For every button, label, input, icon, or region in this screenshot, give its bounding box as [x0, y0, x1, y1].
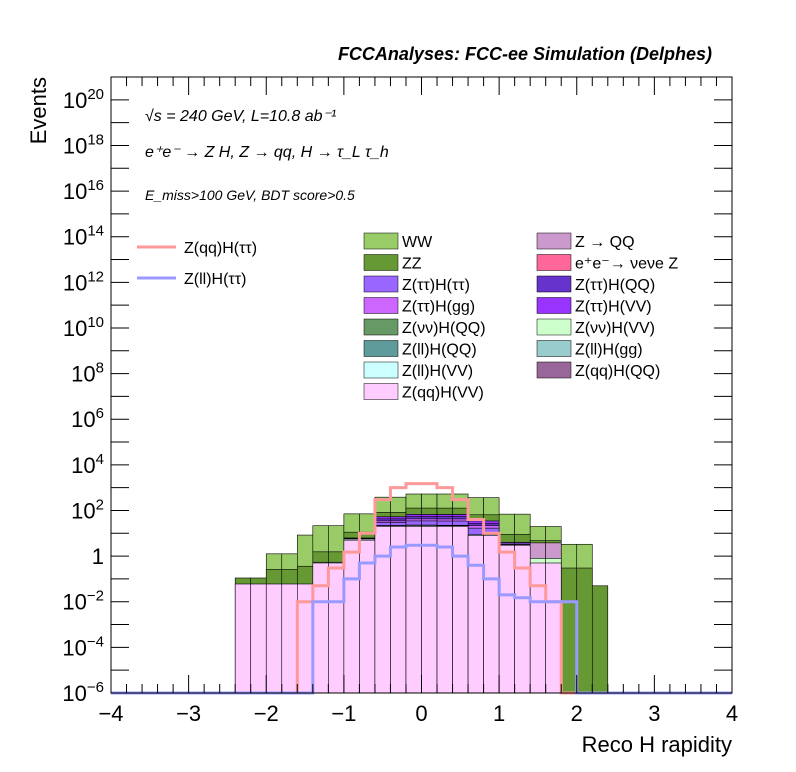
bar — [250, 583, 267, 694]
legend-label: Z(ll)H(gg) — [575, 342, 643, 359]
legend-label: Z(ττ)H(QQ) — [575, 277, 655, 294]
bar — [498, 544, 515, 694]
legend-label: Z(ττ)H(gg) — [402, 299, 475, 316]
legend-swatch — [536, 275, 572, 293]
y-tick-label: 1010 — [63, 314, 104, 341]
y-tick-label: 1014 — [63, 223, 104, 250]
y-tick-label: 104 — [71, 451, 104, 478]
legend-label: Z(qq)H(VV) — [402, 385, 484, 402]
bar — [436, 526, 453, 694]
bar — [328, 562, 345, 694]
y-axis-label: Events — [26, 77, 51, 144]
legend-swatch — [536, 254, 572, 271]
chart-title: FCCAnalyses: FCC-ee Simulation (Delphes) — [338, 44, 712, 64]
y-tick-label: 10−6 — [62, 679, 104, 706]
x-axis: −4 −3 −2 −1 0 1 2 3 4 — [98, 77, 738, 726]
annotation-process: e⁺e⁻ → Z H, Z → qq, H → τ_L τ_h — [145, 144, 389, 161]
legend-label: Z(ll)H(QQ) — [402, 342, 477, 359]
annotation-energy: √s = 240 GeV, L=10.8 ab⁻¹ — [145, 108, 336, 125]
bar — [312, 562, 329, 694]
y-tick-label: 1012 — [63, 268, 104, 295]
x-tick-label: −1 — [331, 701, 356, 726]
legend-label: Z(qq)H(ττ) — [184, 240, 257, 257]
bar — [483, 535, 500, 694]
legend-swatch — [536, 297, 572, 314]
bar — [576, 567, 593, 694]
x-axis-label: Reco H rapidity — [582, 732, 732, 757]
bar — [545, 562, 562, 694]
legend-label: Z(ll)H(ττ) — [184, 271, 246, 288]
x-tick-label: 0 — [415, 701, 427, 726]
bar — [467, 535, 484, 694]
y-tick-label: 1016 — [63, 177, 104, 204]
legend-swatch — [536, 318, 572, 336]
legend: Z(qq)H(ττ) Z(ll)H(ττ) WW ZZ Z(ττ)H(ττ) Z(ττ)H… — [137, 232, 678, 402]
bar — [281, 583, 298, 694]
legend-swatch — [536, 361, 572, 379]
x-tick-label: 2 — [571, 701, 583, 726]
legend-label: Z(ττ)H(ττ) — [402, 277, 470, 294]
legend-label: WW — [402, 234, 433, 251]
legend-swatch — [363, 340, 399, 357]
stacked-histogram — [234, 493, 609, 694]
bar — [390, 526, 407, 694]
x-tick-label: −3 — [176, 701, 201, 726]
annotation-selection: E_miss>100 GeV, BDT score>0.5 — [145, 187, 355, 203]
y-tick-label: 102 — [71, 496, 104, 523]
x-tick-label: 3 — [648, 701, 660, 726]
legend-label: Z(ll)H(VV) — [402, 363, 473, 380]
legend-label: Z → QQ — [575, 234, 635, 251]
bar — [591, 585, 609, 694]
bar — [405, 526, 422, 694]
bar — [265, 583, 283, 694]
x-tick-label: 4 — [726, 701, 738, 726]
x-tick-label: −4 — [98, 701, 123, 726]
y-tick-label: 1020 — [63, 86, 104, 113]
y-tick-label: 1018 — [63, 131, 104, 158]
bar — [529, 562, 546, 694]
legend-label: e⁺e⁻→ νeνe Z — [575, 256, 678, 273]
legend-swatch — [363, 361, 399, 379]
legend-swatch — [536, 340, 572, 357]
legend-swatch — [363, 275, 399, 293]
y-tick-label: 1 — [92, 544, 104, 569]
bar — [560, 567, 578, 694]
legend-label: Z(νν)H(VV) — [575, 320, 655, 337]
bar — [343, 539, 360, 694]
x-tick-label: −2 — [254, 701, 279, 726]
bar — [421, 526, 438, 694]
bar — [234, 583, 252, 694]
y-tick-label: 108 — [71, 360, 104, 387]
legend-label: Z(νν)H(QQ) — [402, 320, 486, 337]
bar — [452, 526, 469, 694]
legend-swatch — [363, 232, 399, 250]
legend-label: Z(ττ)H(VV) — [575, 299, 652, 316]
x-tick-label: 1 — [493, 701, 505, 726]
y-axis: 10−6 10−4 10−2 1 102 104 106 108 1010 1012 1014 101… — [62, 76, 732, 706]
y-tick-label: 10−2 — [62, 588, 104, 615]
legend-swatch — [363, 254, 399, 271]
y-tick-label: 10−4 — [62, 633, 104, 660]
legend-swatch — [363, 297, 399, 314]
legend-swatch — [363, 318, 399, 336]
legend-label: ZZ — [402, 256, 422, 273]
legend-label: Z(qq)H(QQ) — [575, 363, 660, 380]
legend-swatch — [363, 383, 399, 400]
bar — [374, 526, 391, 694]
y-tick-label: 106 — [71, 405, 104, 432]
legend-swatch — [536, 232, 572, 250]
